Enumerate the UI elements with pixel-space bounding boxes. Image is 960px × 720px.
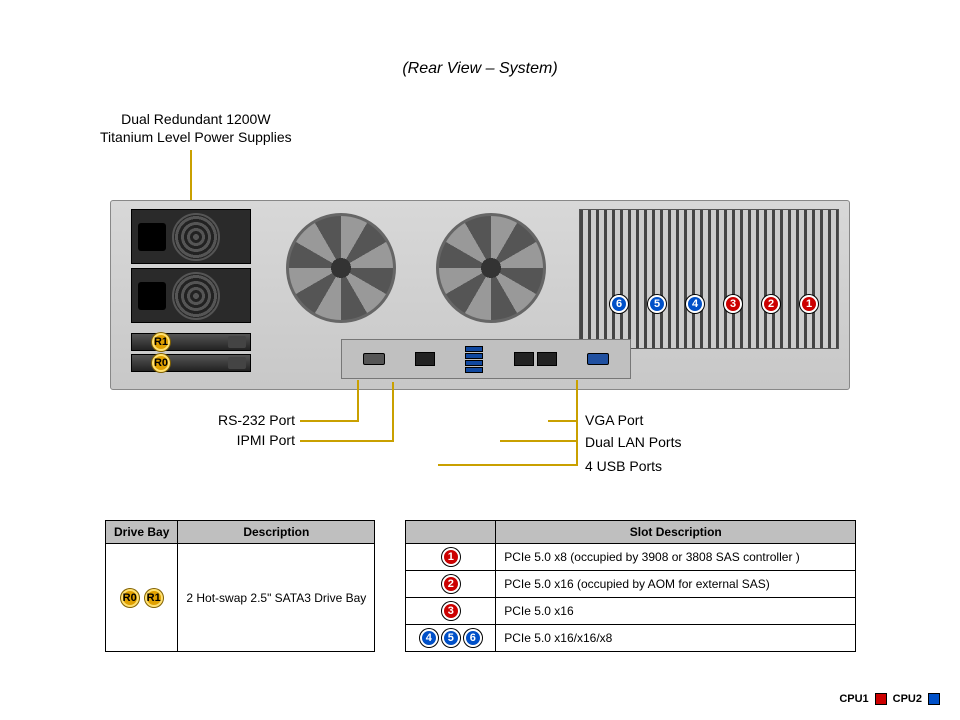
psu-stack: R1 R0: [131, 209, 251, 375]
drive-handle-icon: [228, 357, 246, 369]
vga-port-icon: [587, 353, 609, 365]
legend-cpu2-swatch: [928, 693, 940, 705]
chassis-fan-icon: [286, 213, 396, 323]
lan-label: Dual LAN Ports: [585, 434, 681, 450]
slot-table-badge-cell: 456: [406, 625, 496, 652]
leader-rs232: [357, 380, 359, 422]
drive-badge: R1: [152, 333, 170, 351]
slot-badge: 1: [800, 295, 818, 313]
psu-callout-label: Dual Redundant 1200W Titanium Level Powe…: [100, 110, 292, 146]
drive-handle-icon: [228, 336, 246, 348]
slot-badge: 4: [686, 295, 704, 313]
slot-table-desc-cell: PCIe 5.0 x16/x16/x8: [496, 625, 856, 652]
vga-label: VGA Port: [585, 412, 643, 428]
slot-table-blank-header: [406, 521, 496, 544]
pcie-slot-panel: 6 5 4 3 2 1: [579, 209, 839, 349]
slot-badge: 2: [442, 575, 460, 593]
drive-bay-table: Drive Bay Description R0 R1 2 Hot-swap 2.5…: [105, 520, 375, 652]
slot-badges-row: 6 5 4 3 2 1: [610, 295, 818, 313]
slot-table-badge-cell: 3: [406, 598, 496, 625]
slot-description-table: Slot Description 1 PCIe 5.0 x8 (occupied …: [405, 520, 856, 652]
power-plug-icon: [138, 223, 166, 251]
slot-badge: 2: [762, 295, 780, 313]
drive-badge: R0: [152, 354, 170, 372]
diagram-title: (Rear View – System): [0, 0, 960, 78]
slot-badge: 1: [442, 548, 460, 566]
drive-bay: R1: [131, 333, 251, 351]
slot-badge: 3: [724, 295, 742, 313]
io-panel: [341, 339, 631, 379]
server-chassis: R1 R0 6 5 4 3 2 1: [110, 200, 850, 390]
slot-table-desc-cell: PCIe 5.0 x16: [496, 598, 856, 625]
drive-table-header: Description: [178, 521, 375, 544]
drive-badge: R0: [121, 589, 139, 607]
usb-label: 4 USB Ports: [585, 458, 662, 474]
slot-table-desc-cell: PCIe 5.0 x16 (occupied by AOM for extern…: [496, 571, 856, 598]
drive-table-header: Drive Bay: [106, 521, 178, 544]
ipmi-port-icon: [415, 352, 435, 366]
tables-area: Drive Bay Description R0 R1 2 Hot-swap 2.5…: [105, 520, 856, 652]
psu-unit: [131, 209, 251, 264]
cpu-legend: CPU1 CPU2: [839, 693, 940, 705]
legend-cpu1-swatch: [875, 693, 887, 705]
psu-label-line1: Dual Redundant 1200W: [121, 111, 270, 127]
leader-usb: [438, 382, 578, 466]
slot-badge: 3: [442, 602, 460, 620]
legend-cpu1-label: CPU1: [839, 693, 868, 705]
slot-badge: 6: [464, 629, 482, 647]
drive-table-badge-cell: R0 R1: [106, 544, 178, 652]
rs232-port-icon: [363, 353, 385, 365]
chassis-fan-icon: [436, 213, 546, 323]
leader-ipmi-h: [300, 440, 392, 442]
rs232-label: RS-232 Port: [200, 412, 295, 428]
ipmi-label: IPMI Port: [200, 432, 295, 448]
slot-table-header: Slot Description: [496, 521, 856, 544]
slot-badge: 4: [420, 629, 438, 647]
slot-table-badge-cell: 1: [406, 544, 496, 571]
drive-table-desc-cell: 2 Hot-swap 2.5" SATA3 Drive Bay: [178, 544, 375, 652]
leader-ipmi: [392, 382, 394, 442]
slot-badge: 5: [442, 629, 460, 647]
slot-badge: 6: [610, 295, 628, 313]
legend-cpu2-label: CPU2: [893, 693, 922, 705]
drive-badge: R1: [145, 589, 163, 607]
slot-table-desc-cell: PCIe 5.0 x8 (occupied by 3908 or 3808 SA…: [496, 544, 856, 571]
psu-fan-icon: [172, 272, 220, 320]
psu-label-line2: Titanium Level Power Supplies: [100, 129, 292, 145]
slot-table-badge-cell: 2: [406, 571, 496, 598]
drive-bay: R0: [131, 354, 251, 372]
slot-badge: 5: [648, 295, 666, 313]
leader-rs232-h: [300, 420, 357, 422]
psu-fan-icon: [172, 213, 220, 261]
usb-ports-icon: [465, 346, 483, 373]
lan-ports-icon: [514, 352, 557, 366]
power-plug-icon: [138, 282, 166, 310]
psu-unit: [131, 268, 251, 323]
